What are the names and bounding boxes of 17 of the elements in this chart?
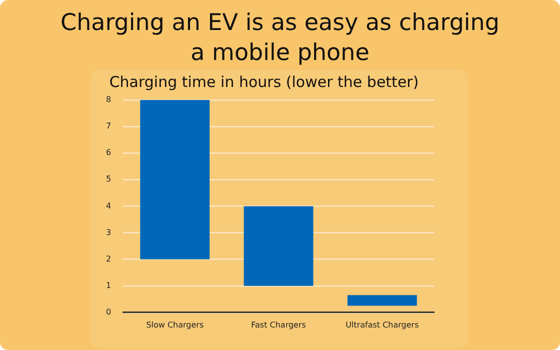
y-tick-label: 7: [106, 122, 112, 131]
y-tick-label: 0: [106, 307, 112, 316]
y-tick-label: 5: [106, 174, 112, 184]
y-tick-label: 1: [106, 280, 112, 290]
y-tick-label: 2: [106, 254, 112, 264]
bar: [347, 295, 417, 306]
x-tick-label: Fast Chargers: [251, 320, 306, 330]
chart-title: Charging an EV is as easy as charging a mobile phone: [60, 9, 500, 68]
bar: [140, 100, 210, 260]
y-tick-label: 4: [106, 201, 112, 210]
y-tick-label: 3: [106, 228, 112, 237]
x-tick-label: Ultrafast Chargers: [346, 320, 419, 330]
bar: [244, 206, 314, 286]
y-tick-label: 8: [106, 95, 112, 104]
y-tick-label: 6: [106, 148, 112, 158]
x-tick-label: Slow Chargers: [146, 320, 204, 330]
chart-subtitle: Charging time in hours (lower the better): [109, 72, 419, 91]
